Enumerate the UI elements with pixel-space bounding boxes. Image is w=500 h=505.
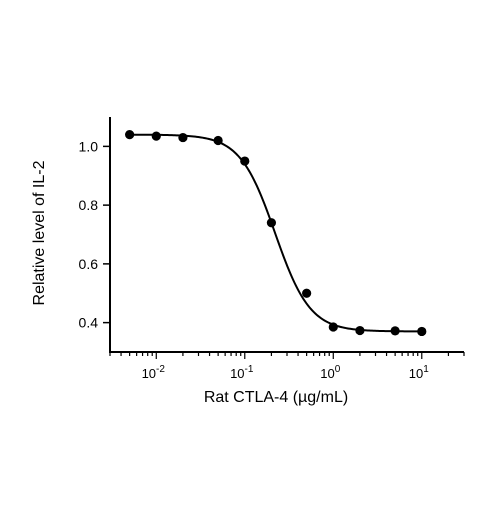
y-ticks: 0.4 0.6 0.8 1.0 bbox=[79, 138, 110, 331]
y-tick-label: 1.0 bbox=[79, 138, 99, 154]
x-tick-label: 100 bbox=[320, 364, 340, 381]
y-tick-label: 0.6 bbox=[79, 256, 99, 272]
data-point bbox=[213, 135, 223, 146]
data-point bbox=[302, 288, 312, 298]
data-point bbox=[151, 131, 161, 141]
x-tick-label: 101 bbox=[409, 364, 429, 381]
data-point bbox=[417, 326, 427, 337]
axes bbox=[109, 117, 464, 353]
data-point bbox=[328, 322, 338, 332]
x-axis-label: Rat CTLA-4 (µg/mL) bbox=[204, 389, 348, 406]
y-axis-label: Relative level of IL-2 bbox=[31, 160, 48, 305]
data-point bbox=[178, 132, 188, 143]
data-point bbox=[240, 156, 250, 166]
y-tick-label: 0.4 bbox=[79, 315, 99, 331]
fit-curve bbox=[129, 133, 422, 333]
y-tick-label: 0.8 bbox=[79, 197, 99, 213]
x-tick-label: 10-1 bbox=[230, 364, 254, 381]
data-point bbox=[390, 326, 400, 336]
data-point bbox=[125, 130, 135, 140]
fit-curve-group bbox=[129, 133, 422, 333]
x-tick-label: 10-2 bbox=[142, 364, 166, 381]
data-point bbox=[266, 218, 277, 228]
data-points bbox=[125, 130, 427, 337]
data-point bbox=[355, 325, 365, 336]
x-ticks: 10-2 10-1 100 101 bbox=[109, 352, 465, 381]
